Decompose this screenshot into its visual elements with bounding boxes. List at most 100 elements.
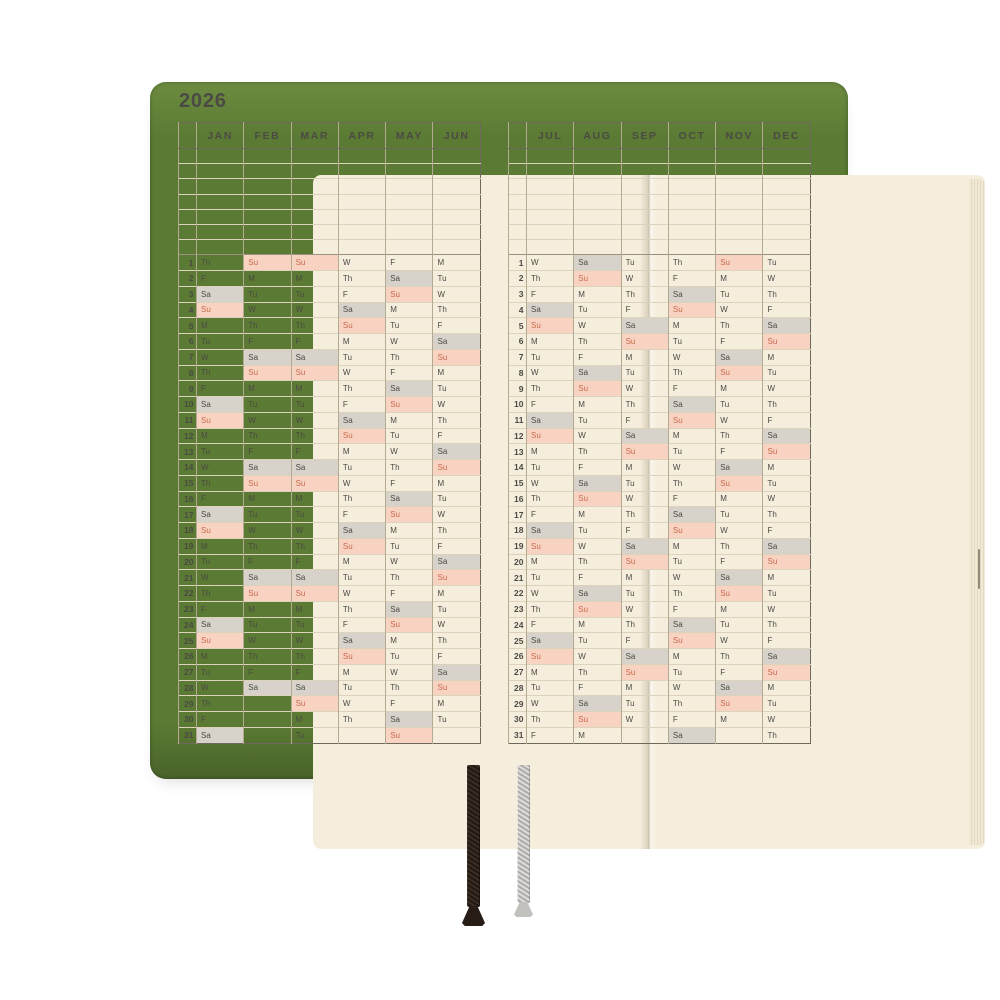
notes-row bbox=[508, 223, 811, 240]
weekday-cell: W bbox=[525, 474, 574, 492]
day-number: 21 bbox=[178, 569, 197, 586]
notes-cell bbox=[385, 163, 433, 179]
sunday-cell: Su bbox=[385, 726, 433, 744]
notes-cell bbox=[337, 193, 386, 210]
weekday-cell: Tu bbox=[762, 474, 811, 492]
day-row: 2 F M M Th Sa Tu bbox=[178, 270, 481, 287]
weekday-cell: M bbox=[620, 679, 669, 696]
notes-cell bbox=[178, 147, 197, 164]
sunday-cell: Su bbox=[195, 301, 244, 318]
sunday-cell: Su bbox=[290, 254, 339, 271]
weekday-cell: M bbox=[762, 459, 811, 476]
saturday-cell: Sa bbox=[432, 333, 481, 350]
weekday-cell: F bbox=[715, 333, 763, 350]
day-number: 1 bbox=[508, 254, 527, 271]
weekday-cell: W bbox=[337, 695, 386, 712]
weekday-cell: W bbox=[243, 301, 292, 318]
weekday-cell: Th bbox=[243, 537, 292, 555]
day-row: 26 Su W Sa M Th Sa bbox=[508, 648, 811, 665]
weekday-cell: Th bbox=[762, 616, 811, 633]
weekday-cell: M bbox=[715, 490, 763, 507]
sunday-cell: Su bbox=[620, 553, 669, 570]
weekday-cell: F bbox=[573, 348, 622, 366]
notes-cell bbox=[620, 178, 669, 195]
weekday-cell: Tu bbox=[620, 474, 669, 492]
weekday-cell: W bbox=[573, 427, 622, 444]
day-row: 19 M Th Th Su Tu F bbox=[178, 537, 481, 555]
day-row: 13 M Th Su Tu F Su bbox=[508, 443, 811, 460]
notes-cell bbox=[620, 163, 669, 179]
notes-cell bbox=[432, 163, 481, 179]
weekday-cell: M bbox=[525, 333, 574, 350]
sunday-cell: Su bbox=[432, 348, 481, 366]
page-edge-marker bbox=[978, 549, 980, 589]
weekday-cell: Tu bbox=[573, 301, 622, 318]
calendar-table-right: JUL AUG SEP OCT NOV DEC 1 W Sa Tu Th Su Tu 2 Th Su W F M W 3… bbox=[508, 122, 811, 744]
weekday-cell: F bbox=[290, 443, 339, 460]
weekday-cell: Th bbox=[573, 663, 622, 681]
weekday-cell: Tu bbox=[290, 396, 339, 413]
weekday-cell: Th bbox=[762, 285, 811, 303]
notes-cell bbox=[178, 208, 197, 225]
weekday-cell: F bbox=[620, 522, 669, 539]
weekday-cell: F bbox=[620, 301, 669, 318]
weekday-cell: M bbox=[195, 427, 244, 444]
weekday-cell: Tu bbox=[337, 348, 386, 366]
weekday-cell: F bbox=[195, 270, 244, 287]
sunday-cell: Su bbox=[715, 695, 763, 712]
day-row: 18 Su W W Sa M Th bbox=[178, 522, 481, 539]
weekday-cell: F bbox=[243, 443, 292, 460]
day-number: 29 bbox=[178, 695, 197, 712]
weekday-cell: Tu bbox=[337, 569, 386, 586]
notes-cell bbox=[762, 193, 811, 210]
weekday-cell: Th bbox=[715, 317, 763, 334]
sunday-cell: Su bbox=[243, 474, 292, 492]
sunday-cell: Su bbox=[195, 522, 244, 539]
notes-cell bbox=[715, 163, 763, 179]
notes-cell bbox=[432, 193, 481, 210]
weekday-cell: Th bbox=[432, 632, 481, 649]
notes-cell bbox=[715, 208, 763, 225]
weekday-cell: Tu bbox=[290, 726, 339, 744]
notes-cell bbox=[667, 193, 716, 210]
notes-cell bbox=[762, 163, 811, 179]
sunday-cell: Su bbox=[667, 301, 716, 318]
notes-cell bbox=[432, 178, 481, 195]
day-number: 1 bbox=[178, 254, 197, 271]
saturday-cell: Sa bbox=[620, 648, 669, 665]
day-number: 12 bbox=[178, 427, 197, 444]
weekday-cell: F bbox=[667, 270, 716, 287]
weekday-cell: F bbox=[243, 333, 292, 350]
sunday-cell: Su bbox=[290, 364, 339, 381]
weekday-cell: Tu bbox=[715, 285, 763, 303]
notes-cell bbox=[195, 178, 244, 195]
weekday-cell: Th bbox=[195, 585, 244, 602]
weekday-cell: M bbox=[337, 333, 386, 350]
notes-cell bbox=[337, 208, 386, 225]
notes-cell bbox=[620, 193, 669, 210]
saturday-cell: Sa bbox=[667, 726, 716, 744]
month-header-aug: AUG bbox=[573, 122, 622, 149]
notes-cell bbox=[178, 178, 197, 195]
notes-cell bbox=[337, 147, 386, 164]
day-row: 3 F M Th Sa Tu Th bbox=[508, 285, 811, 303]
saturday-cell: Sa bbox=[195, 396, 244, 413]
day-number: 13 bbox=[508, 443, 527, 460]
weekday-cell: W bbox=[385, 553, 433, 570]
sunday-cell: Su bbox=[573, 380, 622, 397]
weekday-cell: Th bbox=[525, 490, 574, 507]
weekday-cell: F bbox=[573, 569, 622, 586]
weekday-cell: F bbox=[243, 553, 292, 570]
day-number: 28 bbox=[178, 679, 197, 696]
month-header-apr: APR bbox=[337, 122, 386, 149]
weekday-cell: W bbox=[432, 616, 481, 633]
weekday-cell: Tu bbox=[715, 396, 763, 413]
weekday-cell: F bbox=[337, 396, 386, 413]
day-number: 31 bbox=[508, 726, 527, 744]
weekday-cell: Th bbox=[337, 490, 386, 507]
weekday-cell: Th bbox=[432, 522, 481, 539]
sunday-cell: Su bbox=[432, 459, 481, 476]
notes-cell bbox=[432, 239, 481, 255]
day-number: 13 bbox=[178, 443, 197, 460]
